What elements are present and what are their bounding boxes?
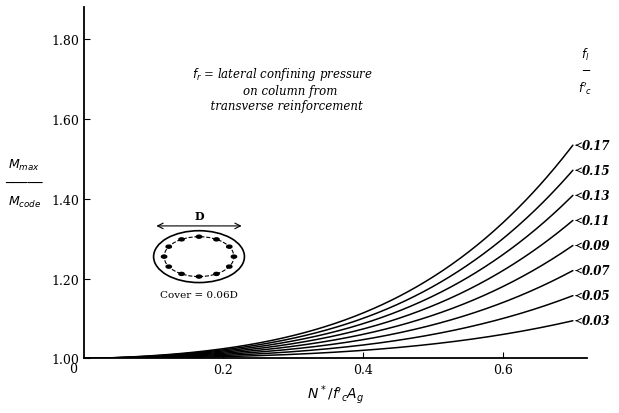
Circle shape (227, 246, 232, 249)
Circle shape (179, 238, 184, 241)
Text: $f_l$
─
$f'_c$: $f_l$ ─ $f'_c$ (578, 47, 592, 97)
X-axis label: $N^*/f'_c A_g$: $N^*/f'_c A_g$ (306, 382, 364, 405)
Circle shape (227, 266, 232, 268)
Text: 0: 0 (69, 363, 77, 375)
Circle shape (214, 273, 219, 276)
Text: 0.17: 0.17 (576, 139, 610, 152)
Circle shape (196, 235, 202, 239)
Circle shape (196, 275, 202, 278)
Circle shape (232, 256, 236, 259)
Circle shape (162, 256, 167, 259)
Text: 0.09: 0.09 (576, 240, 610, 252)
Text: $M_{max}$
─────
$M_{code}$: $M_{max}$ ───── $M_{code}$ (6, 158, 43, 209)
Text: 0.07: 0.07 (576, 264, 610, 278)
Text: 0.15: 0.15 (576, 164, 610, 177)
Text: 0.11: 0.11 (576, 214, 610, 228)
Text: 0.03: 0.03 (576, 314, 610, 328)
Text: 0.05: 0.05 (576, 290, 610, 302)
Text: 0.13: 0.13 (576, 190, 610, 202)
Circle shape (214, 238, 219, 241)
Text: $f_r$ = lateral confining pressure
    on column from
  transverse reinforcement: $f_r$ = lateral confining pressure on co… (193, 66, 373, 113)
Circle shape (166, 266, 171, 268)
Text: Cover = 0.06D: Cover = 0.06D (160, 290, 238, 299)
Circle shape (179, 273, 184, 276)
Text: D: D (194, 211, 204, 222)
Circle shape (166, 246, 171, 249)
